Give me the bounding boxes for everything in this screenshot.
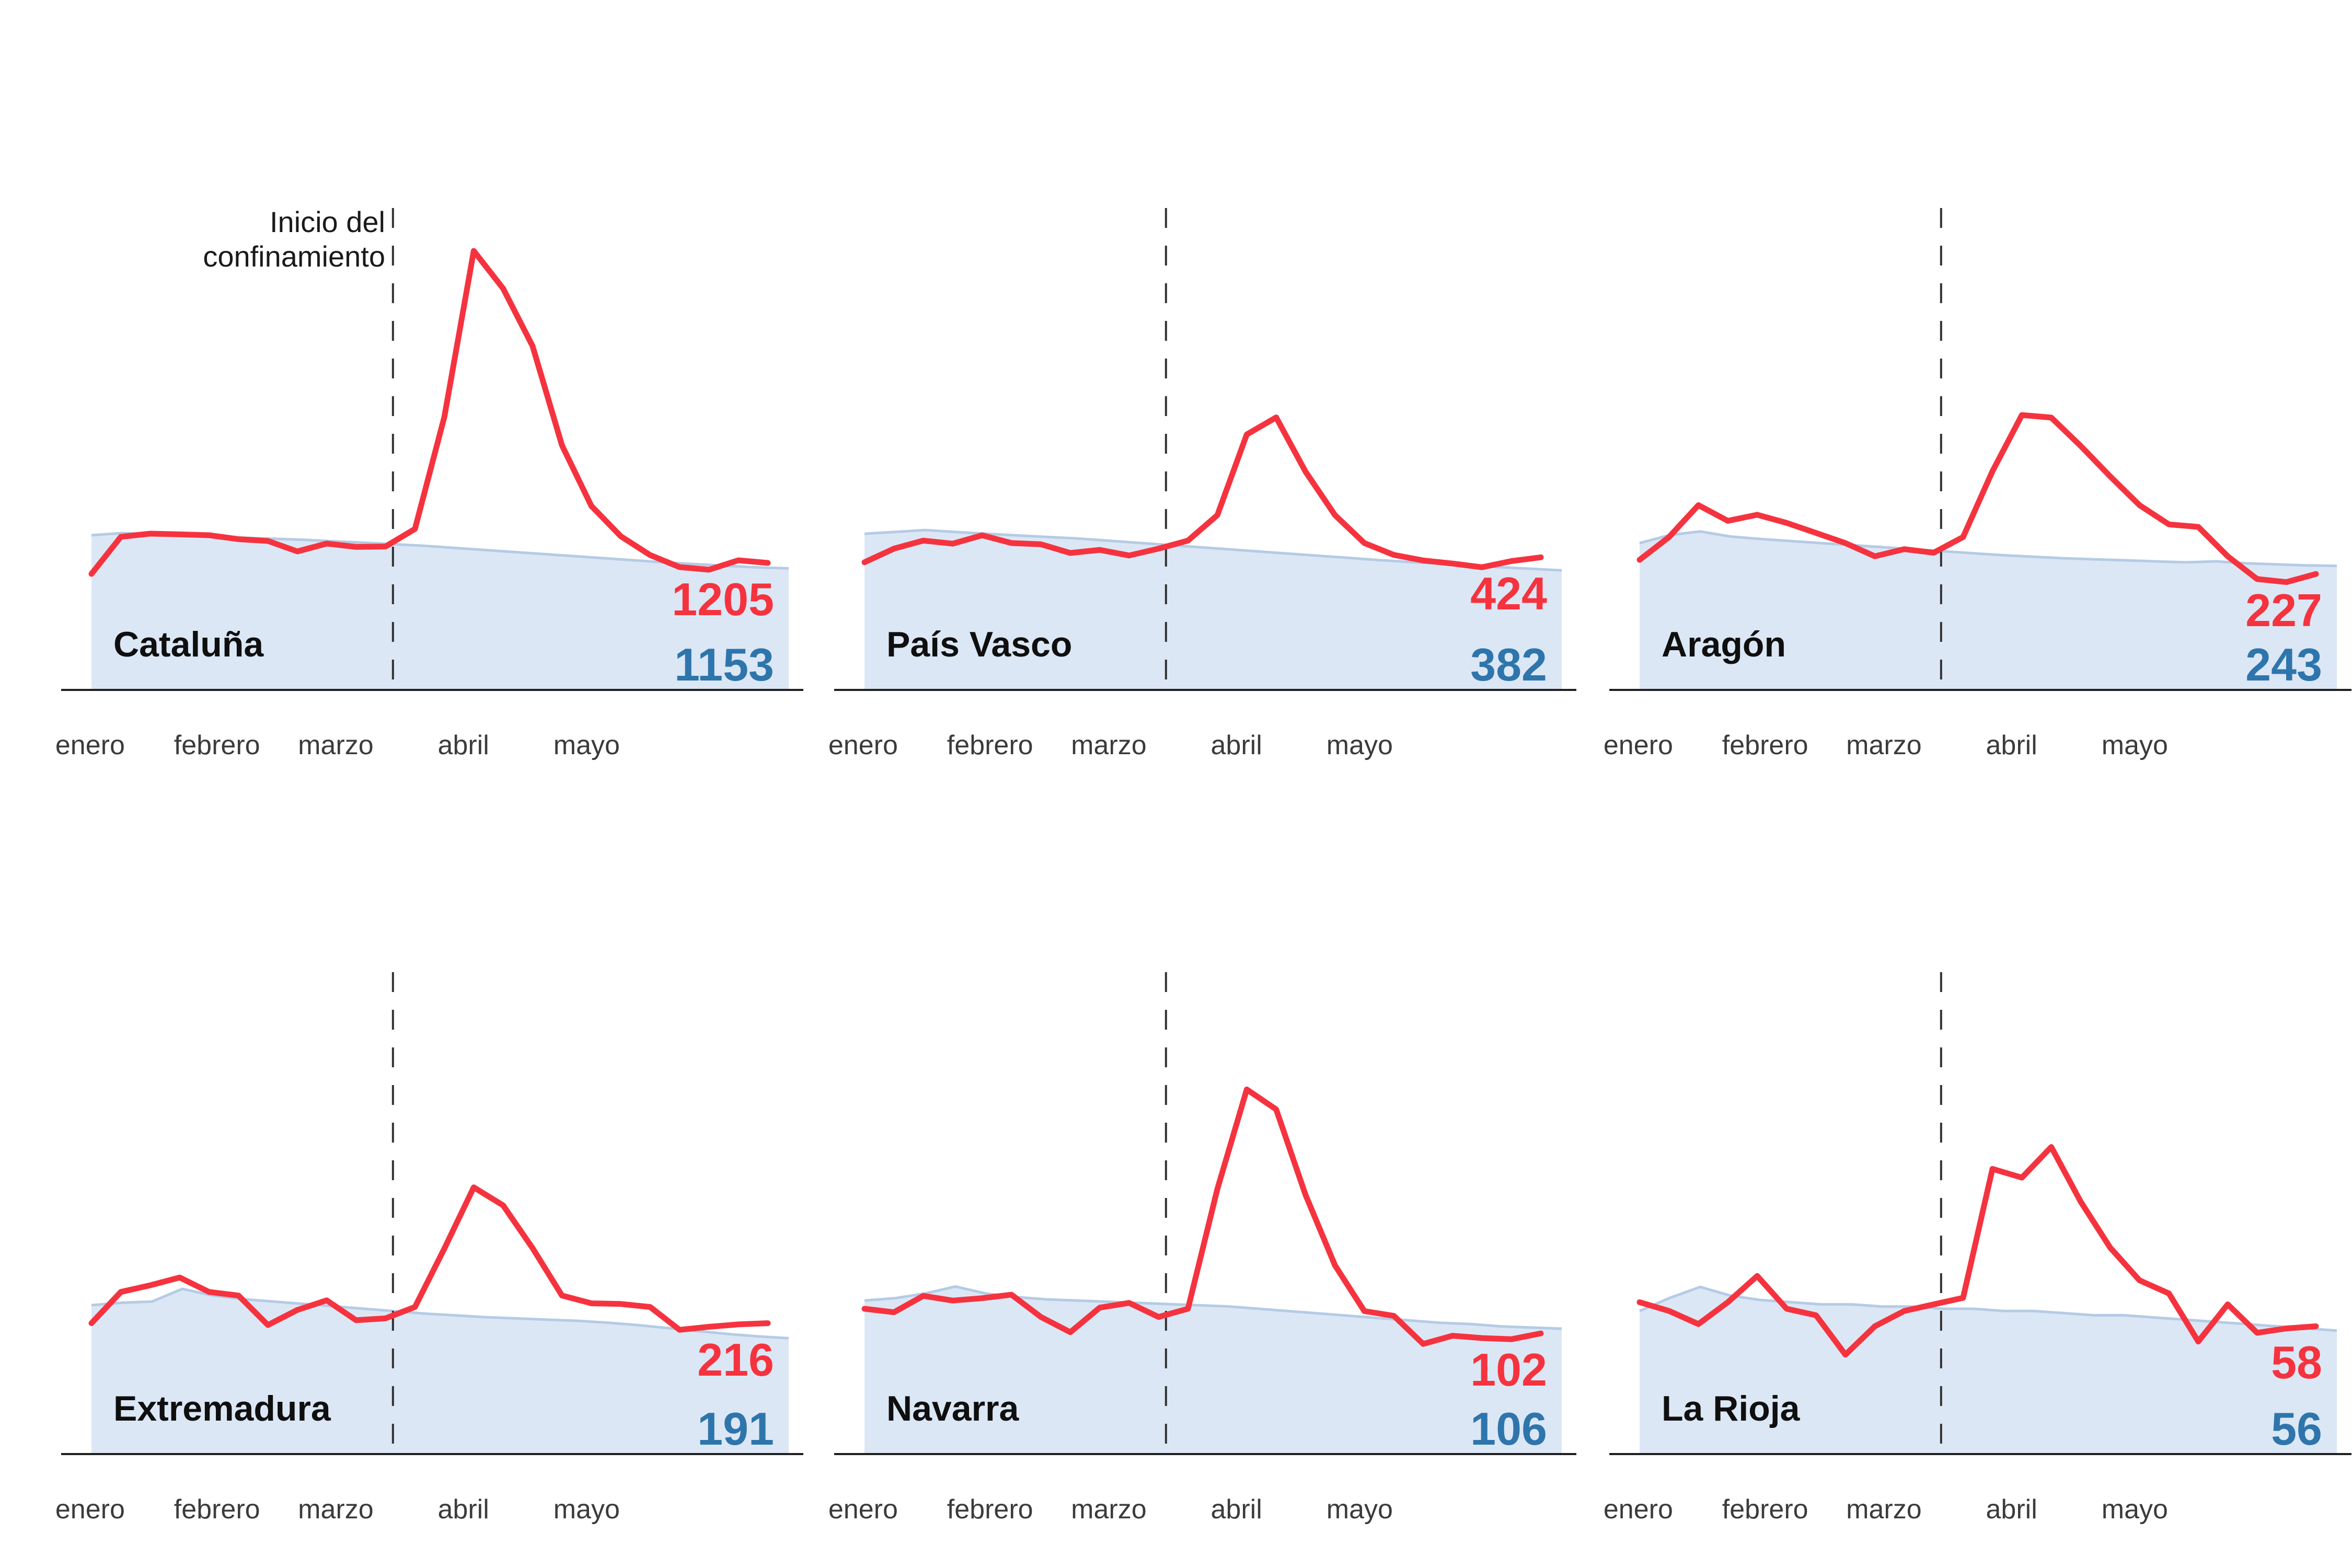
chart-panel-aragon: Aragón 227 243 enero febrero marzo abril… [1604,208,2351,778]
region-title: Aragón [1662,625,1786,664]
expected-deaths-edge [864,1285,1562,1330]
month-label: febrero [174,1494,260,1525]
month-label: abril [1210,1494,1262,1525]
observed-deaths-line [861,414,1544,570]
month-label: marzo [1846,730,1922,760]
x-axis-labels: enero febrero marzo abril mayo [828,1494,1576,1530]
lockdown-annotation-line1: Inicio del [269,205,385,238]
chart-panel-cataluna: Cataluña 1205 1153 enero febrero marzo a… [55,208,803,778]
expected-deaths-area [91,1289,789,1453]
month-label: marzo [1846,1494,1922,1525]
line-chart [834,972,1576,1455]
month-label: mayo [1326,1494,1393,1525]
expected-final-value: 106 [1470,1403,1547,1455]
month-label: abril [1986,1494,2037,1525]
month-label: enero [55,730,125,760]
month-label: mayo [553,730,620,760]
region-title: Extremadura [113,1389,331,1428]
expected-final-value: 382 [1470,639,1547,690]
expected-deaths-area [864,530,1562,689]
month-label: mayo [553,1494,620,1525]
chart-panel-navarra: Navarra 102 106 enero febrero marzo abri… [828,972,1576,1542]
region-title: Navarra [886,1389,1019,1428]
expected-deaths-edge [1639,530,2337,568]
line-chart [1609,208,2351,691]
chart-panel-la-rioja: La Rioja 58 56 enero febrero marzo abril… [1604,972,2351,1542]
month-label: mayo [2101,730,2168,760]
observed-deaths-line [1636,412,2319,585]
expected-deaths-edge [1639,1285,2337,1332]
region-title: País Vasco [886,625,1073,664]
observed-final-value: 1205 [672,573,774,625]
month-label: mayo [2101,1494,2168,1525]
region-title: La Rioja [1662,1389,1800,1428]
expected-deaths-area [864,1286,1562,1453]
month-label: enero [1603,730,1673,760]
month-label: febrero [174,730,260,760]
region-title: Cataluña [113,625,264,664]
expected-deaths-area [91,533,789,689]
observed-final-value: 424 [1470,568,1547,620]
lockdown-annotation: Inicio del confinamiento [203,205,385,274]
month-label: abril [1986,730,2037,760]
observed-deaths-line [861,1086,1544,1347]
month-label: mayo [1326,730,1393,760]
line-chart [61,208,803,691]
x-axis-labels: enero febrero marzo abril mayo [55,1494,803,1530]
month-label: febrero [947,730,1033,760]
x-axis-labels: enero febrero marzo abril mayo [55,730,803,766]
chart-panel-extremadura: Extremadura 216 191 enero febrero marzo … [55,972,803,1542]
month-label: abril [437,730,489,760]
x-axis-labels: enero febrero marzo abril mayo [1604,1494,2351,1530]
month-label: abril [1210,730,1262,760]
observed-deaths-line [88,248,771,577]
month-label: enero [828,730,898,760]
line-chart [1609,972,2351,1455]
expected-deaths-area [1640,531,2337,689]
month-label: marzo [1071,1494,1147,1525]
observed-deaths-line [88,1184,771,1333]
observed-final-value: 216 [697,1333,774,1386]
observed-final-value: 102 [1470,1344,1547,1396]
month-label: abril [437,1494,489,1525]
month-label: enero [828,1494,898,1525]
lockdown-annotation-line2: confinamiento [203,240,385,273]
expected-final-value: 1153 [674,639,774,690]
line-chart [834,208,1576,691]
observed-final-value: 58 [2271,1336,2322,1389]
observed-deaths-line [1636,1144,2319,1358]
month-label: marzo [298,730,374,760]
expected-final-value: 243 [2245,639,2322,690]
expected-final-value: 56 [2271,1403,2322,1455]
month-label: febrero [1722,730,1808,760]
observed-final-value: 227 [2245,584,2322,637]
expected-final-value: 191 [697,1403,774,1455]
month-label: enero [55,1494,125,1525]
x-axis-labels: enero febrero marzo abril mayo [1604,730,2351,766]
month-label: febrero [1722,1494,1808,1525]
expected-deaths-area [1640,1287,2337,1453]
chart-panel-pais-vasco: País Vasco 424 382 enero febrero marzo a… [828,208,1576,778]
month-label: febrero [947,1494,1033,1525]
month-label: marzo [298,1494,374,1525]
month-label: marzo [1071,730,1147,760]
x-axis-labels: enero febrero marzo abril mayo [828,730,1576,766]
line-chart [61,972,803,1455]
month-label: enero [1603,1494,1673,1525]
